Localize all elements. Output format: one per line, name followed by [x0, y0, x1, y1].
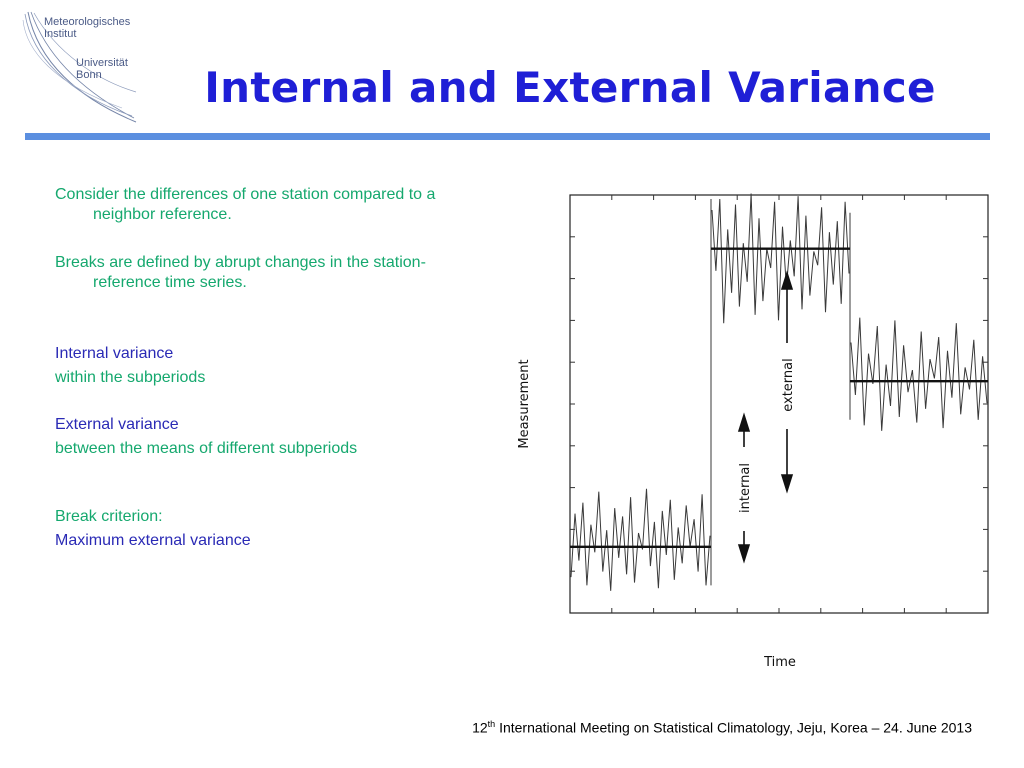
segment-2-trace — [711, 193, 850, 324]
series-traces — [570, 193, 988, 591]
university-logo: Meteorologisches Institut Universität Bo… — [14, 10, 164, 125]
external-variance-description: between the means of different subperiod… — [55, 440, 358, 457]
x-axis-label: Time — [763, 655, 796, 670]
bullet-breaks-definition: Breaks are defined by abrupt changes in … — [55, 254, 426, 291]
slide-title: Internal and External Variance — [204, 63, 936, 112]
logo-institute-line-2: Institut — [44, 28, 77, 40]
logo-university-line-2: Bonn — [76, 69, 102, 81]
bullet-station-comparison: Consider the differences of one station … — [55, 186, 436, 223]
break-criterion-heading: Break criterion: — [55, 508, 163, 525]
internal-variance-description: within the subperiods — [55, 369, 206, 386]
title-divider — [25, 133, 990, 140]
footer-ordinal-suffix: th — [487, 719, 496, 729]
segment-1-trace — [570, 488, 711, 591]
footer-ordinal: 12 — [472, 719, 488, 736]
logo-institute-line-1: Meteorologisches — [44, 16, 131, 28]
logo-swoosh-icon — [22, 11, 137, 123]
external-variance-heading: External variance — [55, 416, 179, 433]
variance-plot: internal external Measurement Time — [517, 193, 989, 670]
footer-text: International Meeting on Statistical Cli… — [495, 719, 972, 736]
internal-variance-heading: Internal variance — [55, 345, 174, 362]
footer-conference: 12th International Meeting on Statistica… — [472, 719, 972, 736]
axis-ticks — [570, 195, 988, 613]
internal-label: internal — [738, 463, 753, 513]
logo-university-line-1: Universität — [76, 57, 128, 69]
segment-means — [570, 247, 988, 548]
external-label: external — [781, 358, 796, 412]
segment-3-trace — [850, 317, 988, 431]
y-axis-label: Measurement — [517, 359, 532, 448]
break-criterion-description: Maximum external variance — [55, 532, 251, 549]
